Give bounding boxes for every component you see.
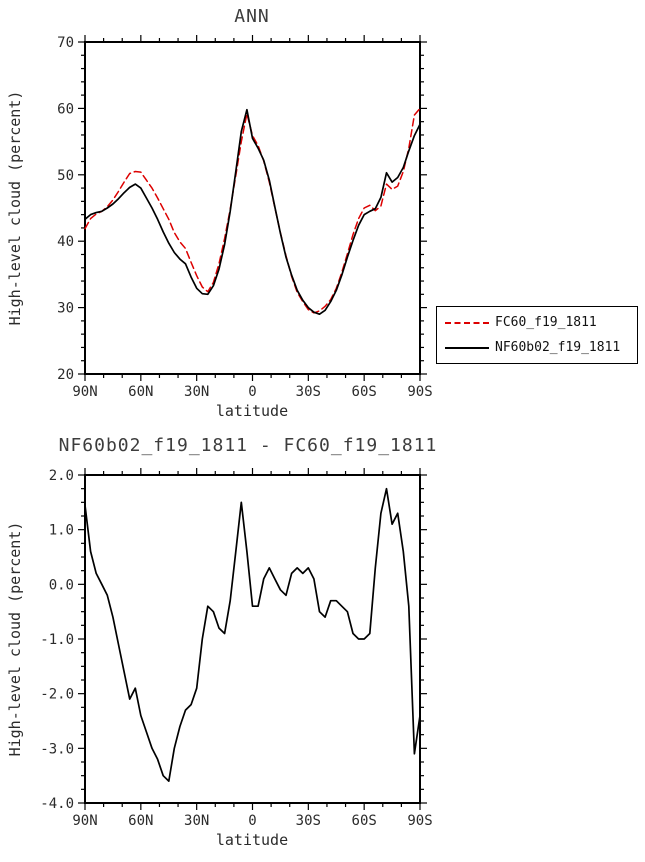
svg-text:-3.0: -3.0 <box>40 741 74 757</box>
svg-text:20: 20 <box>57 367 74 383</box>
top-chart: ANN latitude High-level cloud (percent) … <box>6 6 433 420</box>
svg-text:30: 30 <box>57 301 74 317</box>
svg-text:70: 70 <box>57 35 74 51</box>
legend-box: FC60_f19_1811 NF60b02_f19_1811 <box>436 306 638 364</box>
svg-text:30N: 30N <box>184 384 209 400</box>
bottom-chart-ylabel: High-level cloud (percent) <box>6 522 24 757</box>
svg-text:90S: 90S <box>407 384 432 400</box>
legend-entry-nf60b02: NF60b02_f19_1811 <box>445 340 629 355</box>
svg-text:60S: 60S <box>352 384 377 400</box>
red-dashed-line-sample <box>445 321 489 324</box>
svg-text:2.0: 2.0 <box>49 468 74 484</box>
svg-text:30S: 30S <box>296 813 321 829</box>
legend-label-fc60: FC60_f19_1811 <box>495 315 597 330</box>
svg-text:60N: 60N <box>128 384 153 400</box>
bottom-chart-plot-area: 90N 60N 30N 0 30S 60S 90S -4.0 -3.0 -2.0 -1.0 0.0 1.… <box>40 468 433 829</box>
bottom-chart-title: NF60b02_f19_1811 - FC60_f19_1811 <box>59 435 438 456</box>
svg-text:-2.0: -2.0 <box>40 687 74 703</box>
top-chart-plot-area: 90N 60N 30N 0 30S 60S 90S 20 30 40 50 60 70 <box>57 35 433 400</box>
svg-text:30S: 30S <box>296 384 321 400</box>
svg-text:60: 60 <box>57 101 74 117</box>
svg-text:0: 0 <box>248 384 256 400</box>
svg-text:50: 50 <box>57 168 74 184</box>
svg-text:60N: 60N <box>128 813 153 829</box>
bottom-chart-xlabel: latitude <box>216 831 288 849</box>
svg-text:90S: 90S <box>407 813 432 829</box>
svg-text:60S: 60S <box>352 813 377 829</box>
bottom-chart: NF60b02_f19_1811 - FC60_f19_1811 latitud… <box>6 435 438 849</box>
svg-text:40: 40 <box>57 234 74 250</box>
svg-text:-4.0: -4.0 <box>40 796 74 812</box>
svg-text:1.0: 1.0 <box>49 523 74 539</box>
svg-text:-1.0: -1.0 <box>40 632 74 648</box>
svg-text:0.0: 0.0 <box>49 577 74 593</box>
black-solid-line-sample <box>445 346 489 349</box>
svg-text:90N: 90N <box>72 384 97 400</box>
top-chart-ylabel: High-level cloud (percent) <box>6 91 24 326</box>
top-chart-xlabel: latitude <box>216 402 288 420</box>
svg-text:0: 0 <box>248 813 256 829</box>
legend-label-nf60b02: NF60b02_f19_1811 <box>495 340 621 355</box>
svg-text:90N: 90N <box>72 813 97 829</box>
legend-entry-fc60: FC60_f19_1811 <box>445 315 629 330</box>
svg-text:30N: 30N <box>184 813 209 829</box>
top-chart-title: ANN <box>234 6 270 27</box>
